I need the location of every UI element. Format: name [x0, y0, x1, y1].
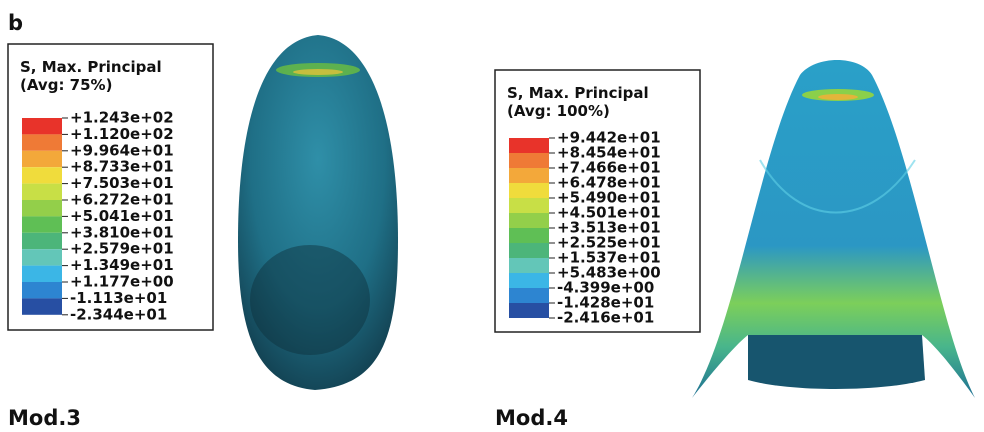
legend-swatch	[22, 216, 62, 232]
legend-label: +5.041e+01	[70, 207, 174, 225]
figure: b S, Max. Principal(Avg: 75%)+1.243e+02+…	[0, 0, 984, 432]
legend-title: (Avg: 75%)	[20, 76, 112, 94]
panel-label: b	[8, 11, 23, 35]
legend-label: +1.177e+00	[70, 273, 174, 291]
legend-swatch	[509, 303, 549, 318]
legend-swatch	[22, 184, 62, 200]
legend-swatch	[509, 183, 549, 198]
legend-swatch	[22, 266, 62, 282]
legend-swatch	[509, 228, 549, 243]
legend-swatch	[22, 233, 62, 249]
legend-label: -2.416e+01	[557, 309, 654, 327]
legend-label: +7.503e+01	[70, 174, 174, 192]
legend-swatch	[22, 200, 62, 216]
tooth-model-4	[692, 60, 975, 398]
legend-label: -2.344e+01	[70, 305, 167, 323]
legend-label: +1.349e+01	[70, 256, 174, 274]
legend-label: +6.272e+01	[70, 191, 174, 209]
legend-swatch	[509, 288, 549, 303]
legend-label: +1.243e+02	[70, 109, 174, 127]
panel-caption: Mod.3	[8, 406, 81, 430]
legend-swatch	[509, 273, 549, 288]
legend-label: +2.579e+01	[70, 240, 174, 258]
legend-swatch	[22, 282, 62, 298]
legend-swatch	[509, 213, 549, 228]
legend-swatch	[22, 151, 62, 167]
legend-label: -1.113e+01	[70, 289, 167, 307]
legend-swatch	[509, 258, 549, 273]
legend-swatch	[509, 243, 549, 258]
legend-swatch	[22, 118, 62, 134]
panel-caption: Mod.4	[495, 406, 568, 430]
legend-swatch	[22, 134, 62, 150]
tooth-model-3	[238, 35, 398, 390]
legend-title: S, Max. Principal	[20, 58, 162, 76]
legend-label: +9.964e+01	[70, 141, 174, 159]
legend-title: S, Max. Principal	[507, 84, 649, 102]
legend-label: +1.120e+02	[70, 125, 174, 143]
legend-swatch	[509, 198, 549, 213]
legend-swatch	[509, 138, 549, 153]
legend-label: +3.810e+01	[70, 223, 174, 241]
legend-title: (Avg: 100%)	[507, 102, 610, 120]
legend-swatch	[22, 249, 62, 265]
legend-swatch	[22, 167, 62, 183]
legend-swatch	[509, 153, 549, 168]
legend-swatch	[509, 168, 549, 183]
legend-label: +8.733e+01	[70, 158, 174, 176]
legend-swatch	[22, 298, 62, 314]
